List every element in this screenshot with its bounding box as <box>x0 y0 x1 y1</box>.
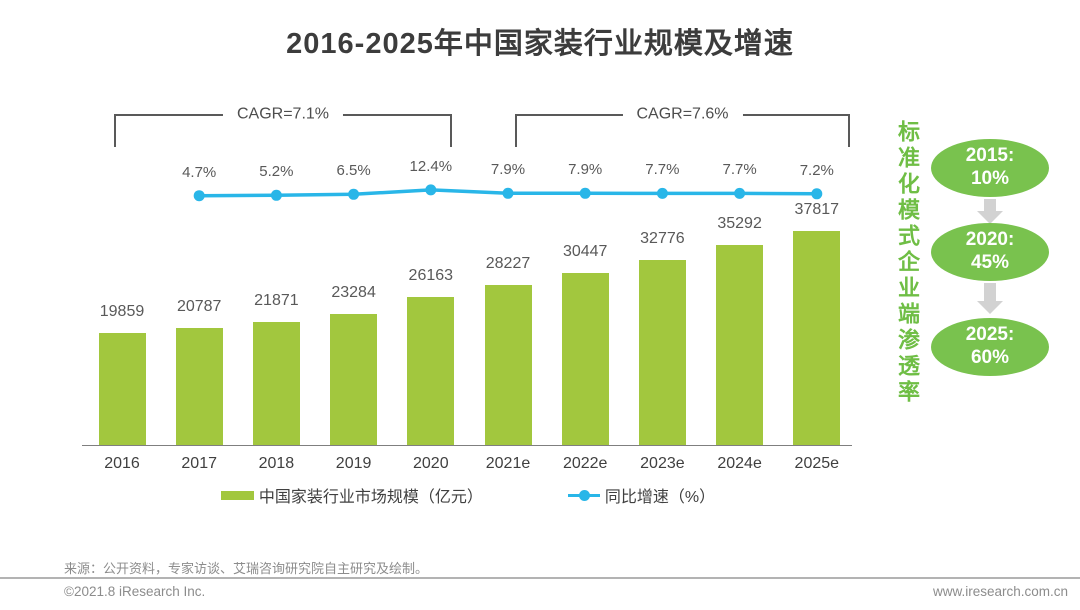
growth-point <box>348 188 360 200</box>
growth-point <box>811 188 823 200</box>
footer-divider <box>0 577 1080 579</box>
x-axis-line <box>82 445 852 446</box>
bar <box>98 333 146 446</box>
growth-value-label: 7.2% <box>799 161 834 179</box>
bar-value-label: 19859 <box>99 303 145 320</box>
bar-value-label: 35292 <box>717 215 762 232</box>
x-tick-label: 2025e <box>794 455 840 472</box>
growth-value-label: 7.7% <box>645 161 680 179</box>
bar <box>175 328 223 446</box>
penetration-vertical-label: 标准化模式企业端渗透率 <box>895 120 920 406</box>
growth-value-label: 12.4% <box>409 157 453 175</box>
legend: 中国家装行业市场规模（亿元） 同比增速（%） <box>83 483 853 507</box>
x-tick-label: 2018 <box>258 455 295 472</box>
bar-value-label: 32776 <box>640 230 685 247</box>
bar-value-label: 23284 <box>331 284 376 301</box>
copyright-text: ©2021.8 iResearch Inc. <box>64 584 206 599</box>
bar-value-label: 37817 <box>794 201 840 218</box>
bar-value-label: 30447 <box>562 243 608 260</box>
bar <box>407 297 455 446</box>
legend-item-line: 同比增速（%） <box>567 483 716 507</box>
bar <box>793 231 841 446</box>
x-tick-label: 2019 <box>335 455 372 472</box>
bar <box>330 314 378 446</box>
legend-line-label: 同比增速（%） <box>604 489 716 506</box>
growth-point <box>425 184 437 196</box>
growth-line <box>199 188 817 198</box>
x-tick-label: 2020 <box>413 455 449 472</box>
growth-value-label: 7.9% <box>568 161 603 179</box>
bar-value-label: 28227 <box>485 255 531 272</box>
growth-point <box>193 190 205 202</box>
growth-value-label: 6.5% <box>336 162 371 180</box>
growth-point <box>270 189 282 201</box>
x-tick-label: 2017 <box>181 455 217 472</box>
cagr-label-2: CAGR=7.6% <box>622 105 743 124</box>
growth-point <box>579 187 591 199</box>
bar-value-label: 20787 <box>176 298 222 315</box>
x-tick-label: 2023e <box>640 455 685 472</box>
line-swatch-icon <box>567 489 600 501</box>
bar-swatch-icon <box>220 490 254 500</box>
growth-point <box>502 187 514 199</box>
growth-value-label: 7.9% <box>490 161 526 179</box>
growth-point <box>734 187 746 199</box>
bar <box>252 322 300 446</box>
penetration-node: 2015: 10% <box>931 139 1049 197</box>
bar <box>638 260 686 446</box>
bar <box>561 273 609 446</box>
growth-value-label: 7.7% <box>722 161 757 179</box>
source-note: 来源：公开资料，专家访谈、艾瑞咨询研究院自主研究及绘制。 <box>64 561 429 576</box>
x-tick-label: 2021e <box>485 455 531 472</box>
penetration-node: 2025: 60% <box>931 318 1049 376</box>
growth-value-label: 5.2% <box>259 163 294 181</box>
website-url: www.iresearch.com.cn <box>932 584 1068 599</box>
bar <box>484 285 532 446</box>
bar <box>716 245 764 446</box>
x-tick-label: 2016 <box>104 455 140 472</box>
growth-point <box>656 187 668 199</box>
chart-title: 2016-2025年中国家装行业规模及增速 <box>286 28 794 60</box>
legend-item-bar: 中国家装行业市场规模（亿元） <box>220 483 483 507</box>
penetration-node: 2020: 45% <box>931 223 1049 281</box>
growth-value-label: 4.7% <box>182 163 217 181</box>
bar-value-label: 26163 <box>408 267 454 284</box>
cagr-bracket-2: CAGR=7.6% <box>515 105 850 147</box>
x-tick-label: 2024e <box>717 455 762 472</box>
x-tick-label: 2022e <box>562 455 608 472</box>
bar-value-label: 21871 <box>254 292 299 309</box>
legend-bar-label: 中国家装行业市场规模（亿元） <box>258 489 483 506</box>
cagr-label-1: CAGR=7.1% <box>222 105 344 124</box>
cagr-bracket-1: CAGR=7.1% <box>114 105 452 147</box>
